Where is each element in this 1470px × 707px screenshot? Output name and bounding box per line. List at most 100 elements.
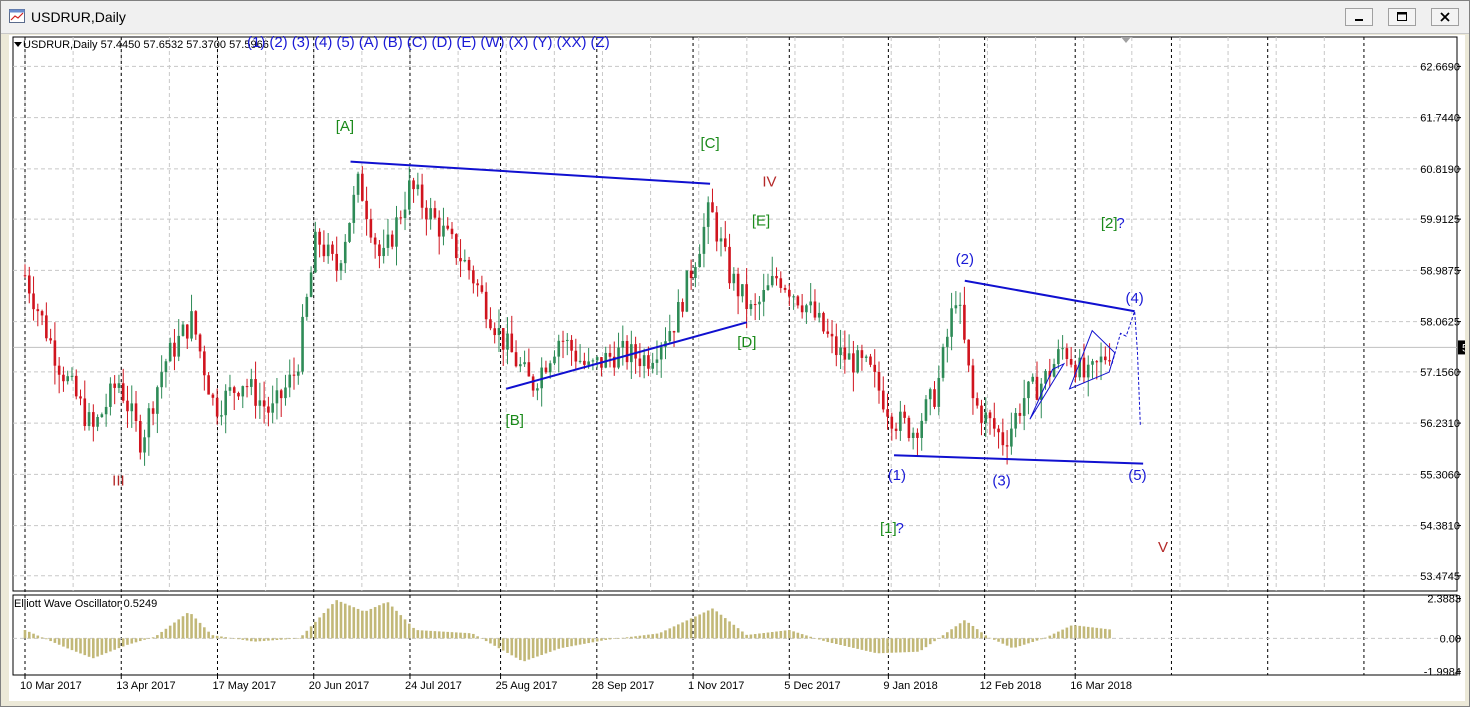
oscillator-bar [758, 633, 761, 639]
wave-menu-item[interactable]: (D) [431, 34, 453, 51]
wave-menu-item[interactable]: (4) [314, 34, 333, 51]
price-tick-label: 58.9875 [1420, 265, 1460, 277]
candle-body [339, 263, 343, 271]
candle-body [96, 417, 99, 427]
window-titlebar[interactable]: USDRUR,Daily [1, 1, 1469, 34]
candle-body [890, 416, 894, 429]
wave-menu-item[interactable]: (Y) [532, 34, 553, 51]
candle-body [352, 194, 356, 223]
wave-menu-item[interactable]: (W) [480, 34, 505, 51]
candle-body [881, 390, 885, 410]
oscillator-bar [706, 610, 710, 639]
candle-body [1082, 357, 1086, 378]
wave-menu-item[interactable]: (X) [508, 34, 529, 51]
oscillator-bar [604, 638, 608, 640]
oscillator-bar [881, 638, 885, 654]
candle-body [49, 338, 52, 341]
candle-body [565, 339, 569, 341]
oscillator-bar [369, 608, 373, 639]
oscillator-bar [600, 638, 603, 641]
candle-body [237, 392, 240, 397]
time-tick-label: 20 Jun 2017 [309, 680, 370, 692]
candle-body [732, 273, 736, 284]
candle-body [32, 293, 35, 310]
candle-body [117, 383, 121, 388]
wave-menu-item[interactable]: (1) [247, 34, 266, 51]
oscillator-bar [677, 624, 680, 639]
candle-body [531, 376, 535, 391]
wave-menu-item[interactable]: (A) [358, 34, 379, 51]
chart-area[interactable]: [A] [B] [C] [D] [E] IV III (1) (2) (3) (4) (5) [1]?[… [9, 35, 1465, 701]
wave-menu-item[interactable]: (E) [456, 34, 477, 51]
oscillator-bar [267, 638, 270, 641]
time-tick-label: 12 Feb 2018 [980, 680, 1042, 692]
candle-body [390, 234, 394, 247]
candle-body [621, 340, 625, 348]
candle-body [442, 225, 445, 237]
oscillator-bar [454, 632, 458, 639]
candle-body [689, 270, 693, 279]
candle-body [634, 344, 637, 359]
candle-body [305, 296, 309, 317]
candle-body [241, 386, 245, 397]
candle-body [677, 302, 680, 333]
wave-menu-item[interactable]: (3) [291, 34, 311, 51]
wave-label-menu[interactable]: (1) (2) (3) (4) (5) (A) (B) (C) (D) (E) (W) (X) (Y)(… [247, 34, 614, 51]
candle-body [164, 361, 168, 373]
candle-body [79, 396, 82, 399]
wave-menu-item[interactable]: (5) [336, 34, 355, 51]
oscillator-bar [984, 635, 988, 639]
oscillator-bar [143, 638, 146, 640]
wave-menu-item[interactable]: (C) [406, 34, 428, 51]
oscillator-bar [766, 632, 770, 639]
oscillator-bar [540, 638, 543, 655]
maximize-button[interactable] [1388, 8, 1416, 26]
oscillator-bar [928, 638, 932, 645]
wave-menu-item[interactable]: (2) [269, 34, 288, 51]
candle-body [1035, 376, 1039, 400]
candle-body [382, 247, 385, 257]
candle-body [331, 244, 334, 254]
wave-menu-item[interactable]: (B) [382, 34, 403, 51]
candle-body [1104, 356, 1107, 361]
minimize-button[interactable] [1345, 8, 1373, 26]
oscillator-bar [527, 638, 531, 660]
wave-menu-item[interactable]: (XX) [556, 34, 587, 51]
candle-body [53, 340, 57, 366]
wave-label: [1] [880, 520, 897, 537]
candle-body [1005, 445, 1009, 447]
close-button[interactable] [1431, 8, 1459, 26]
candle-body [570, 339, 573, 351]
candle-body [156, 387, 159, 414]
candle-body [766, 285, 770, 291]
candle-body [988, 412, 992, 419]
symbol-dropdown-icon[interactable] [14, 42, 22, 47]
oscillator-bar [395, 610, 398, 639]
oscillator-bar [138, 638, 142, 642]
candle-body [271, 403, 274, 413]
oscillator-bar [207, 631, 210, 639]
oscillator-bar [800, 634, 804, 639]
candle-body [185, 324, 189, 339]
wave-menu-item[interactable]: (Z) [590, 34, 610, 51]
oscillator-bar [156, 635, 159, 639]
oscillator-bar [557, 638, 561, 649]
candle-body [608, 352, 612, 357]
oscillator-bar [911, 638, 915, 652]
candle-body [946, 336, 949, 347]
price-tick-label: 57.1560 [1420, 367, 1460, 379]
candle-body [450, 228, 454, 235]
time-tick-label: 10 Mar 2017 [20, 680, 82, 692]
oscillator-bar [96, 638, 99, 657]
oscillator-bar [638, 635, 642, 639]
oscillator-bar [356, 608, 360, 639]
candle-body [877, 371, 881, 391]
oscillator-bar [408, 623, 411, 639]
candle-body [326, 244, 330, 257]
oscillator-bar [741, 631, 744, 639]
oscillator-bar [519, 638, 522, 661]
oscillator-bar [309, 626, 313, 639]
candle-body [506, 333, 509, 350]
